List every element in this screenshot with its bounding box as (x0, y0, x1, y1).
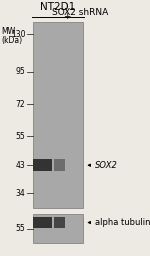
Text: SOX2: SOX2 (95, 161, 118, 170)
Bar (33, 22, 83, 208)
Text: SOX2 shRNA: SOX2 shRNA (52, 8, 108, 17)
Text: MW
(kDa): MW (kDa) (1, 27, 22, 45)
Text: 72: 72 (16, 100, 25, 109)
Bar (33, 217, 51, 228)
Text: −: − (38, 12, 46, 21)
Bar (54, 217, 65, 228)
Text: 95: 95 (15, 67, 25, 76)
Text: NT2D1: NT2D1 (40, 2, 76, 12)
Bar (33, 159, 51, 171)
Bar (33, 214, 83, 243)
Text: 130: 130 (11, 30, 25, 39)
Text: 55: 55 (15, 224, 25, 233)
Text: alpha tubulin: alpha tubulin (95, 218, 150, 227)
Bar (54, 159, 65, 171)
Text: 34: 34 (15, 188, 25, 198)
Text: +: + (63, 12, 71, 21)
Text: 55: 55 (15, 132, 25, 141)
Text: 43: 43 (15, 161, 25, 170)
